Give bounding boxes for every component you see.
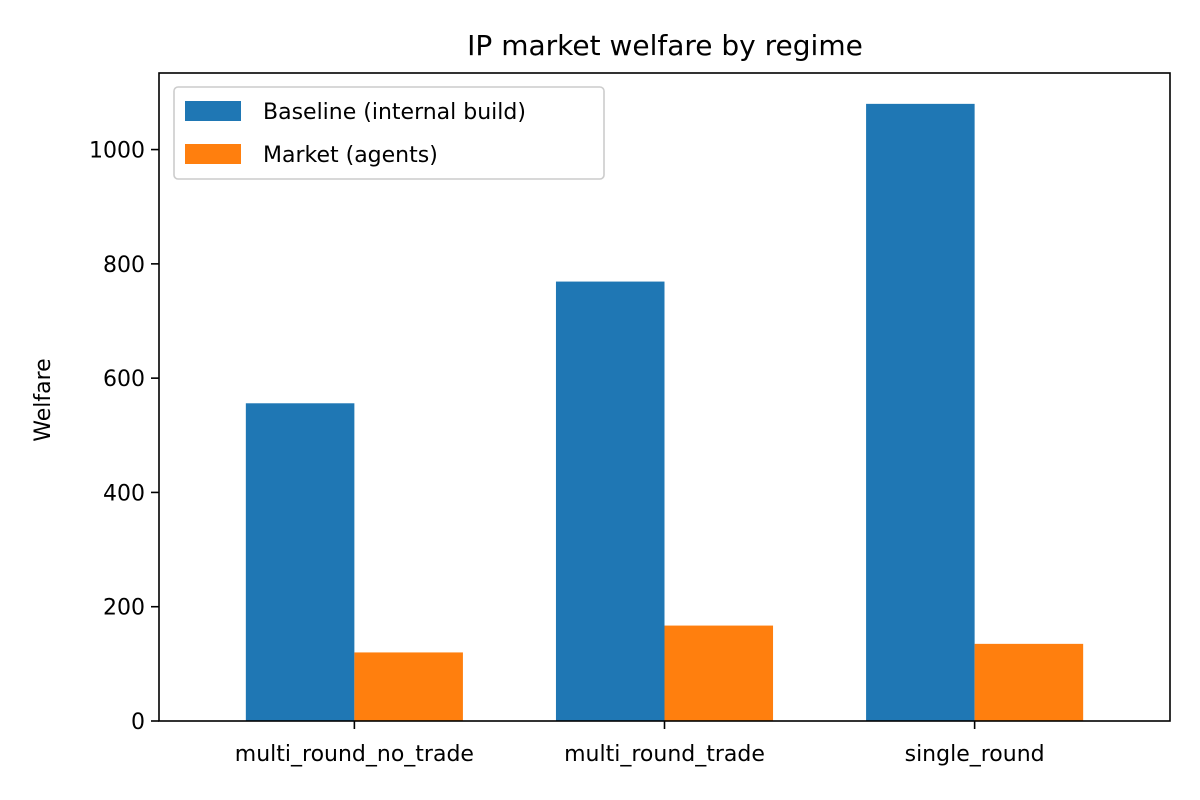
legend: Baseline (internal build) Market (agents): [173, 86, 605, 180]
legend-box: [173, 86, 605, 180]
legend-swatch: [185, 144, 241, 164]
y-tick-label: 200: [103, 596, 145, 621]
x-tick-label: multi_round_trade: [564, 742, 765, 767]
x-tick-label: multi_round_no_trade: [235, 742, 474, 767]
bar-market-single_round: [974, 643, 1084, 721]
bars-group: [245, 103, 1084, 722]
y-tick-label: 400: [103, 481, 145, 506]
bar-baseline-multi_round_trade: [555, 281, 665, 721]
y-tick-label: 600: [103, 367, 145, 392]
chart-title: IP market welfare by regime: [467, 29, 863, 62]
y-tick-label: 800: [103, 253, 145, 278]
bar-baseline-single_round: [866, 103, 975, 722]
bar-market-multi_round_trade: [664, 625, 774, 721]
bar-baseline-multi_round_no_trade: [245, 403, 355, 721]
x-axis: multi_round_no_trade multi_round_trade sin…: [235, 721, 1045, 767]
bar-market-multi_round_no_trade: [354, 652, 463, 721]
legend-swatch: [185, 101, 241, 121]
plot-frame: [158, 72, 1171, 722]
y-tick-label: 1000: [89, 139, 145, 164]
legend-label: Baseline (internal build): [263, 100, 526, 125]
y-tick-label: 0: [131, 710, 145, 735]
x-tick-label: single_round: [905, 742, 1045, 767]
y-axis: 0 200 400 600 800 1000: [89, 139, 159, 735]
legend-label: Market (agents): [263, 143, 438, 168]
y-axis-label: Welfare: [31, 358, 56, 441]
